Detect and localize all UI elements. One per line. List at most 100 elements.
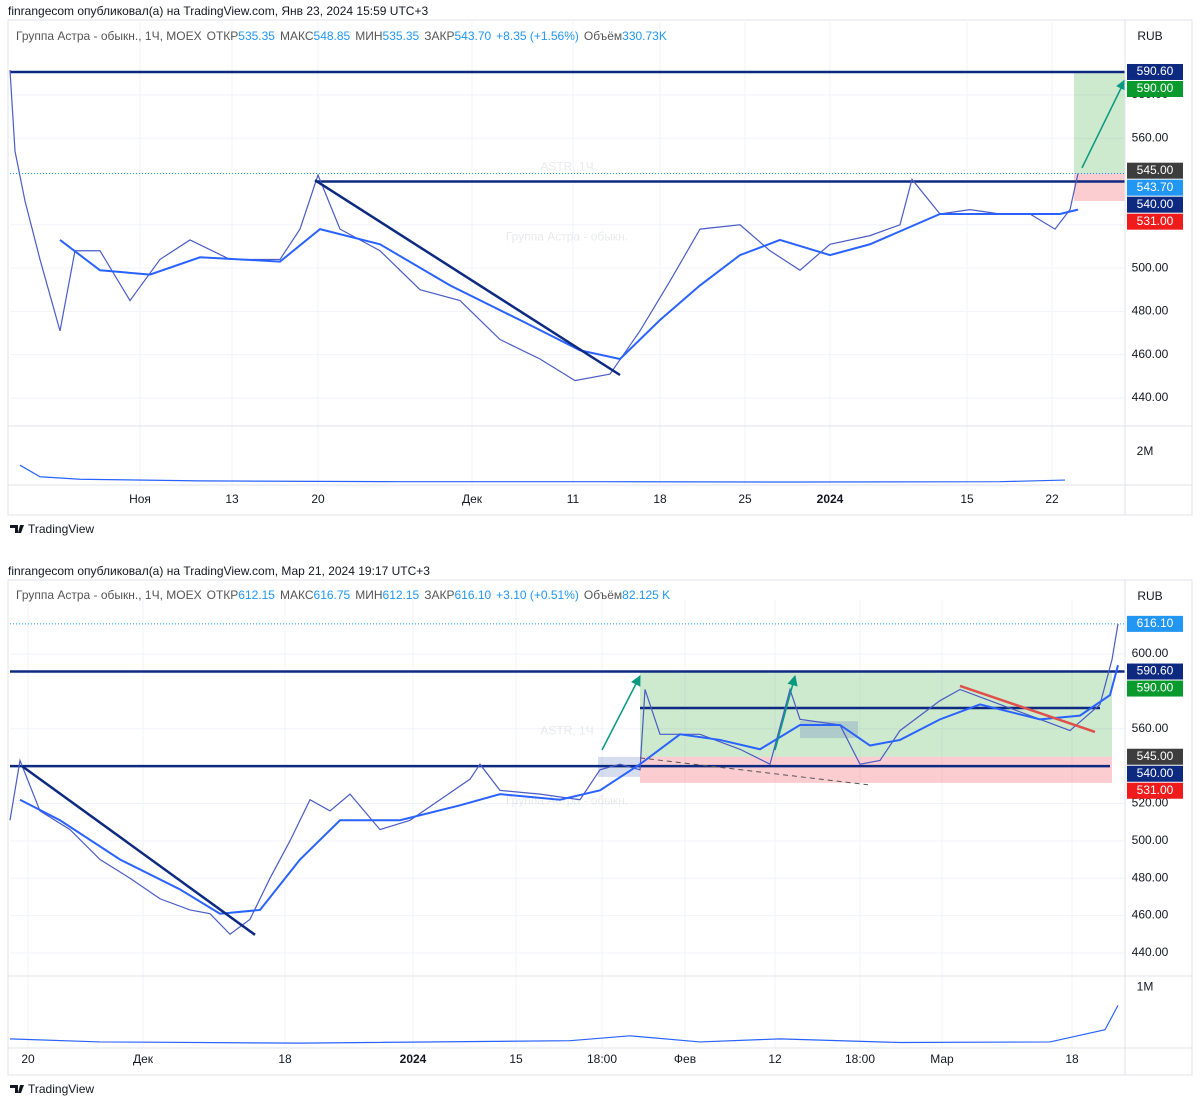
y-tick-label: 500.00	[1132, 260, 1169, 274]
price-label: 540.00	[1137, 197, 1174, 211]
legend-key: Объём	[584, 29, 622, 43]
legend-key: МИН	[355, 29, 382, 43]
zone	[1074, 173, 1125, 201]
y-tick-label: 600.00	[1132, 646, 1169, 660]
chart-frame	[7, 19, 1193, 516]
x-tick-label: 18	[278, 1052, 292, 1066]
legend-value: 82.125 K	[622, 588, 670, 602]
trend-line	[639, 757, 869, 786]
price-label-bg	[1127, 782, 1183, 799]
price-label: 545.00	[1137, 749, 1174, 763]
currency: RUB	[1137, 29, 1162, 43]
legend-name: Группа Астра - обыкн., 1Ч, MOEX	[16, 29, 202, 43]
legend-key: ЗАКР	[424, 29, 454, 43]
x-tick-label: 15	[960, 492, 974, 506]
price-label-bg	[1127, 663, 1183, 680]
y-tick-label: 500.00	[1132, 833, 1169, 847]
price-label-bg	[1127, 213, 1183, 230]
trend-line	[1081, 79, 1126, 169]
x-tick-label: 18	[1065, 1052, 1079, 1066]
price-label-bg	[1127, 179, 1183, 196]
y-tick-label: 440.00	[1132, 390, 1169, 404]
volume-line	[9, 1005, 1119, 1044]
price-label: 545.00	[1137, 163, 1174, 177]
legend-key: МАКС	[280, 588, 314, 602]
price-axis-bg	[1125, 21, 1191, 514]
volume-line	[19, 464, 1066, 483]
x-tick-label: Дек	[462, 492, 483, 506]
zone	[640, 672, 1112, 757]
price-label: 531.00	[1137, 214, 1174, 228]
tv-logo	[10, 1085, 24, 1093]
chart-panel: finrangecom опубликовал(а) на TradingVie…	[7, 564, 1193, 1096]
trend-line	[601, 675, 641, 751]
x-tick-label: 11	[567, 492, 580, 506]
price-line	[19, 664, 1119, 915]
legend-value: 616.75	[314, 588, 351, 602]
legend-key: ОТКР	[207, 29, 239, 43]
legend-value: 535.35	[383, 29, 420, 43]
watermark: Группа Астра - обыкн.	[506, 230, 628, 244]
legend-key: ОТКР	[207, 588, 239, 602]
watermark: ASTR, 1Ч	[540, 160, 593, 174]
price-label-bg	[1127, 765, 1183, 782]
x-tick-label: 22	[1045, 492, 1059, 506]
x-tick-label: Фев	[674, 1052, 696, 1066]
x-tick-label: 20	[21, 1052, 35, 1066]
y-tick-label: 560.00	[1132, 130, 1169, 144]
price-label-bg	[1127, 680, 1183, 697]
x-tick-label: 2024	[817, 492, 844, 506]
price-label: 531.00	[1137, 783, 1174, 797]
price-label: 616.10	[1137, 616, 1174, 630]
y-tick-label: 460.00	[1132, 347, 1169, 361]
x-tick-label: 12	[768, 1052, 782, 1066]
currency: RUB	[1137, 589, 1162, 603]
zone	[1074, 73, 1125, 174]
trend-line	[959, 684, 1096, 734]
y-tick-label: 480.00	[1132, 870, 1169, 884]
price-label-bg	[1127, 162, 1183, 179]
price-label-bg	[1127, 615, 1183, 632]
x-tick-label: 18:00	[587, 1052, 617, 1066]
price-label: 590.60	[1137, 664, 1174, 678]
x-tick-label: Ноя	[129, 492, 151, 506]
legend-key: ЗАКР	[424, 588, 454, 602]
x-tick-label: 18	[653, 492, 667, 506]
legend-value: 543.70	[454, 29, 491, 43]
chart-panel: finrangecom опубликовал(а) на TradingVie…	[7, 4, 1193, 536]
watermark: ASTR, 1Ч	[540, 724, 593, 738]
legend-value: 330.73K	[622, 29, 667, 43]
legend-key: МИН	[355, 588, 382, 602]
legend-name: Группа Астра - обыкн., 1Ч, MOEX	[16, 588, 202, 602]
x-tick-label: 13	[225, 492, 239, 506]
tv-logo	[10, 525, 24, 533]
y-tick-label: 560.00	[1132, 721, 1169, 735]
price-label: 590.00	[1137, 681, 1174, 695]
price-line	[9, 70, 1079, 382]
price-label: 590.60	[1137, 64, 1174, 78]
price-label-bg	[1127, 80, 1183, 97]
y-tick-label: 440.00	[1132, 945, 1169, 959]
y-tick-label: 460.00	[1132, 908, 1169, 922]
y-tick-label: 520.00	[1132, 796, 1169, 810]
legend-change: +3.10 (+0.51%)	[496, 588, 579, 602]
price-label: 590.00	[1137, 81, 1174, 95]
price-label-bg	[1127, 63, 1183, 80]
volume-tick-label: 1M	[1137, 979, 1154, 993]
chart-title: finrangecom опубликовал(а) на TradingVie…	[8, 564, 430, 578]
price-line	[9, 623, 1119, 936]
legend-value: 535.35	[238, 29, 275, 43]
legend: Группа Астра - обыкн., 1Ч, MOEX ОТКР612.1…	[16, 588, 670, 602]
footer-brand: TradingView	[28, 522, 94, 536]
y-tick-label: 480.00	[1132, 304, 1169, 318]
volume-tick-label: 2M	[1137, 444, 1154, 458]
chart-frame	[7, 579, 1193, 1076]
x-tick-label: Дек	[133, 1052, 154, 1066]
x-tick-label: 15	[509, 1052, 523, 1066]
legend-value: 616.10	[454, 588, 491, 602]
x-tick-label: Мар	[930, 1052, 954, 1066]
price-label: 540.00	[1137, 766, 1174, 780]
trend-line	[314, 179, 621, 377]
legend: Группа Астра - обыкн., 1Ч, MOEX ОТКР535.3…	[16, 29, 667, 43]
